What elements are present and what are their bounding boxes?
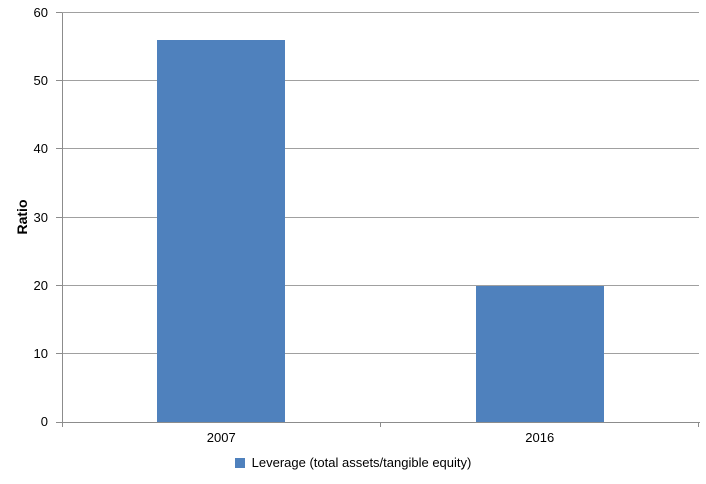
y-tick-40 — [56, 148, 62, 150]
bar-2016 — [475, 285, 604, 422]
gridline-60 — [62, 12, 699, 13]
legend: Leverage (total assets/tangible equity) — [0, 455, 706, 470]
x-axis-line — [62, 422, 700, 423]
plot-area — [62, 12, 699, 422]
y-axis-label-20: 20 — [33, 277, 48, 293]
y-tick-20 — [56, 284, 62, 286]
y-axis-line — [62, 13, 63, 427]
y-tick-60 — [56, 12, 62, 13]
x-tick-2 — [698, 422, 699, 427]
gridline-30 — [62, 216, 699, 218]
x-axis-label-2016: 2016 — [525, 430, 555, 445]
gridline-20 — [62, 284, 699, 286]
legend-marker-icon — [234, 457, 245, 468]
y-tick-30 — [56, 216, 62, 218]
x-axis-label-2007: 2007 — [206, 430, 236, 445]
y-axis-label-0: 0 — [40, 414, 48, 429]
y-axis-label-10: 10 — [33, 345, 48, 361]
y-axis-label-40: 40 — [33, 141, 48, 157]
gridline-40 — [62, 148, 699, 150]
y-tick-10 — [56, 352, 62, 354]
y-axis-label-30: 30 — [33, 209, 48, 225]
x-tick-1 — [379, 422, 381, 427]
y-tick-50 — [56, 80, 62, 82]
bar-2007 — [157, 40, 286, 422]
gridline-50 — [62, 80, 699, 82]
legend-series-label: Leverage (total assets/tangible equity) — [251, 455, 472, 470]
gridline-10 — [62, 352, 699, 354]
y-axis-label-50: 50 — [33, 73, 48, 89]
y-axis-label-60: 60 — [33, 5, 48, 20]
y-tick-0 — [56, 422, 62, 423]
